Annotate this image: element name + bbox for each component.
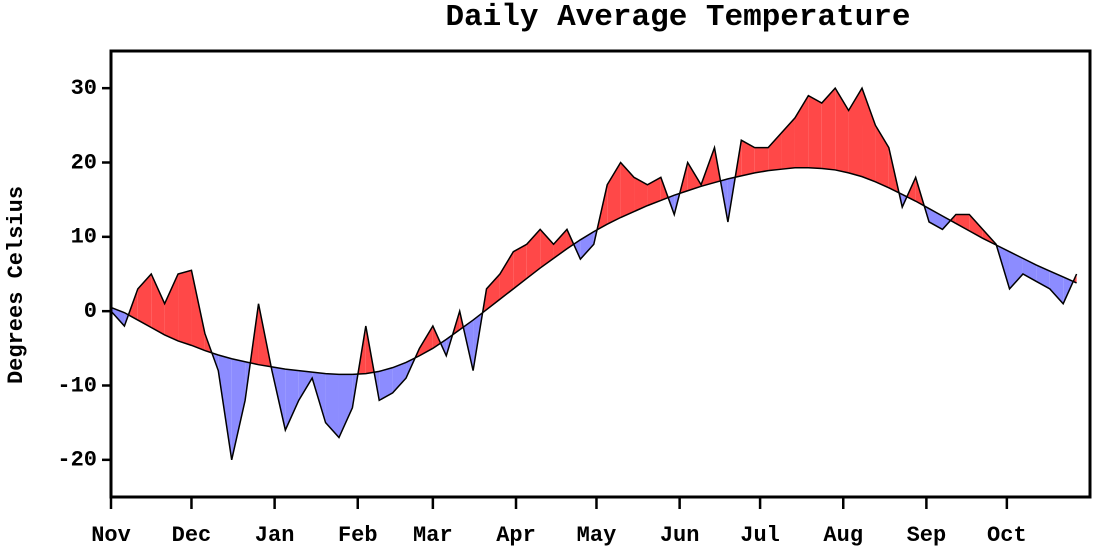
x-tick-label: Jun [660,523,700,548]
y-tick-label: 0 [84,299,97,324]
anomaly-fill [285,369,299,431]
anomaly-fill [392,362,407,393]
anomaly-fill [687,162,702,191]
x-tick-label: Mar [413,523,453,548]
anomaly-fill [647,177,661,206]
anomaly-fill [929,208,943,230]
temperature-line [110,86,1078,460]
x-tick-label: May [577,523,617,548]
x-tick-label: Apr [496,523,536,548]
y-tick-label: 10 [71,225,97,250]
anomaly-fill [164,274,179,341]
anomaly-fill [1009,251,1023,289]
anomaly-fill [499,251,514,300]
x-tick-label: Jul [740,523,780,548]
anomaly-fill [379,367,393,401]
anomaly-fill [325,373,339,438]
anomaly-fill [862,88,876,182]
x-tick-label: Sep [907,523,947,548]
anomaly-fill [513,244,527,289]
anomaly-fill [298,370,313,401]
anomaly-fill [151,274,165,335]
anomaly-fill [768,132,782,171]
anomaly-fill [754,147,769,173]
y-tick-label: 30 [71,76,97,101]
anomaly-fill [540,229,554,269]
x-tick-label: Feb [338,523,378,548]
anomaly-fill [821,88,836,170]
x-tick-label: Nov [91,523,131,548]
anomaly-fill [338,374,353,438]
anomaly-fill [835,88,849,173]
y-tick-label: -20 [57,448,97,473]
anomaly-fill [781,117,795,170]
chart-title: Daily Average Temperature [445,0,910,35]
x-tick-label: Jan [255,523,295,548]
plot-frame [109,49,1092,499]
anomaly-fill [486,274,500,310]
normal-line [110,166,1077,376]
anomaly-fill [634,177,648,212]
anomaly-fill [875,125,889,188]
anomaly-fill [607,162,621,225]
anomaly-fill [955,214,970,231]
x-tick-label: Dec [172,523,212,548]
anomaly-fill [1049,271,1064,304]
x-tick-label: Oct [987,523,1027,548]
anomaly-fill [231,358,246,460]
x-tick-label: Aug [823,523,863,548]
anomaly-fill [741,140,755,176]
anomaly-fill [620,162,635,218]
anomaly-fill [419,326,433,356]
y-axis-label: Degrees Celsius [4,186,29,384]
anomaly-fill [848,88,863,177]
anomaly-fill [191,270,205,351]
y-tick-label: 20 [71,150,97,175]
y-tick-label: -10 [57,373,97,398]
anomaly-fill [808,95,822,169]
anomaly-fill [553,229,567,259]
anomaly-fill [178,270,192,346]
anomaly-fill [137,274,152,328]
